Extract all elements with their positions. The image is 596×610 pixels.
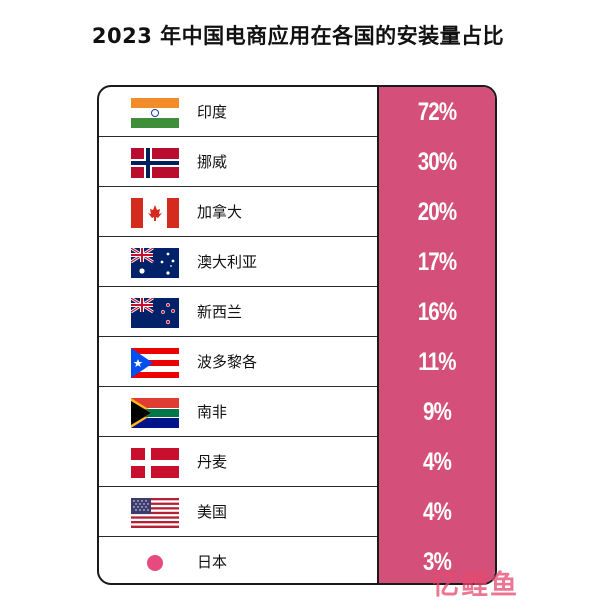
value-label: 16%: [417, 298, 457, 326]
table-row: 美国 4%: [99, 487, 495, 537]
table-row: 加拿大 20%: [99, 187, 495, 237]
country-label: 加拿大: [197, 203, 243, 221]
puerto-rico-flag-icon: [131, 348, 179, 378]
table-row: 波多黎各 11%: [99, 337, 495, 387]
table-row: 新西兰 16%: [99, 287, 495, 337]
value-cell: 20%: [377, 187, 495, 237]
value-label: 30%: [417, 148, 457, 176]
value-label: 17%: [417, 248, 457, 276]
canada-flag-icon: [131, 198, 179, 228]
value-cell: 30%: [377, 137, 495, 187]
usa-flag-icon: [131, 498, 179, 528]
value-cell: 9%: [377, 387, 495, 437]
country-label: 挪威: [197, 153, 228, 171]
country-label: 波多黎各: [197, 353, 258, 371]
value-label: 3%: [422, 548, 452, 576]
value-cell: 11%: [377, 337, 495, 387]
value-cell: 72%: [377, 87, 495, 137]
value-label: 4%: [422, 498, 452, 526]
country-label: 澳大利亚: [197, 253, 258, 271]
value-label: 20%: [417, 198, 457, 226]
watermark-logo: 亿鲤鱼: [432, 570, 519, 601]
table-row: 挪威 30%: [99, 137, 495, 187]
table-row: 丹麦 4%: [99, 437, 495, 487]
india-flag-icon: [131, 98, 179, 128]
denmark-flag-icon: [131, 448, 179, 478]
south-africa-flag-icon: [131, 398, 179, 428]
value-label: 72%: [417, 98, 457, 126]
value-label: 11%: [418, 348, 456, 376]
value-cell: 16%: [377, 287, 495, 337]
value-cell: 17%: [377, 237, 495, 287]
value-label: 4%: [422, 448, 452, 476]
country-label: 印度: [197, 103, 228, 121]
country-label: 日本: [197, 553, 228, 571]
australia-flag-icon: [131, 248, 179, 278]
country-label: 新西兰: [197, 303, 243, 321]
value-cell: 4%: [377, 437, 495, 487]
table-row: 日本 3%: [99, 537, 495, 583]
new-zealand-flag-icon: [131, 298, 179, 328]
table-row: 澳大利亚 17%: [99, 237, 495, 287]
chart-title: 2023 年中国电商应用在各国的安装量占比: [91, 24, 505, 48]
data-table: 印度 72% 挪威 30% 加拿大 20% 澳大利亚 17% 新西兰 16% 波多黎各 11% 南非 9%…: [97, 85, 497, 585]
table-row: 南非 9%: [99, 387, 495, 437]
country-label: 南非: [197, 403, 228, 421]
country-label: 丹麦: [197, 453, 228, 471]
value-cell: 3%: [377, 537, 495, 583]
table-row: 印度 72%: [99, 87, 495, 137]
value-cell: 4%: [377, 487, 495, 537]
japan-flag-icon: [131, 548, 179, 578]
country-label: 美国: [197, 503, 228, 521]
value-label: 9%: [422, 398, 452, 426]
norway-flag-icon: [131, 148, 179, 178]
